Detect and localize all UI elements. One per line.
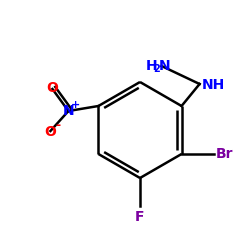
Text: +: + xyxy=(71,100,80,110)
Text: N: N xyxy=(158,59,170,73)
Text: O: O xyxy=(46,81,58,95)
Text: NH: NH xyxy=(202,78,225,92)
Text: O: O xyxy=(44,125,56,139)
Text: N: N xyxy=(62,104,74,118)
Text: Br: Br xyxy=(216,147,233,161)
Text: H: H xyxy=(146,59,157,73)
Text: -: - xyxy=(56,120,61,132)
Text: 2: 2 xyxy=(154,64,160,74)
Text: F: F xyxy=(135,210,145,224)
